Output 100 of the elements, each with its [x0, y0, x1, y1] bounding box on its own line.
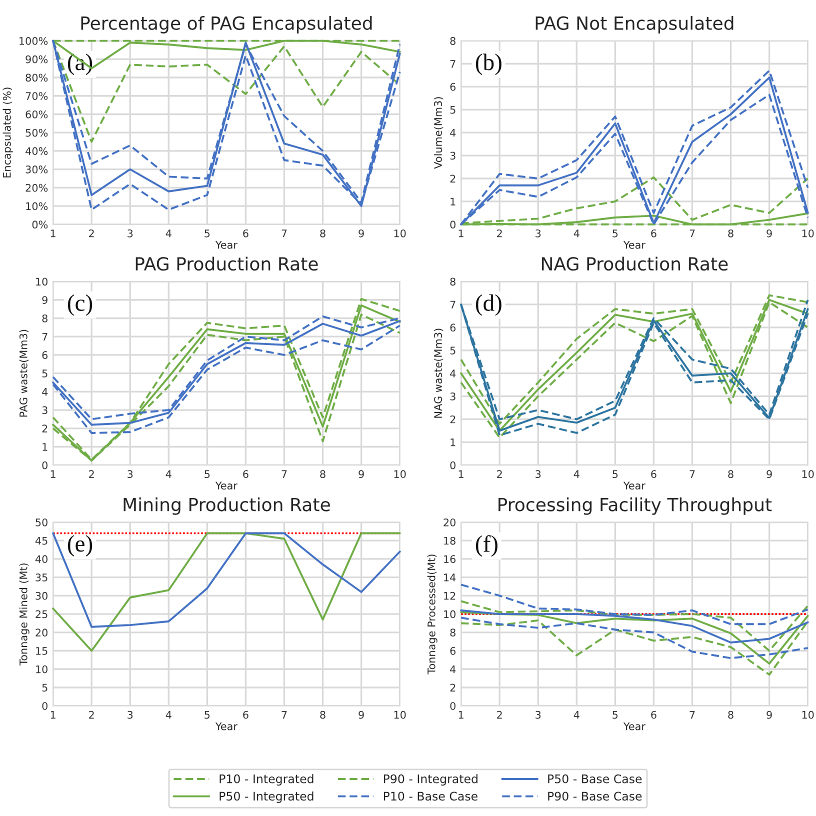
x-tick-label: 6 [243, 229, 248, 238]
y-tick-label: 35 [36, 574, 48, 582]
y-tick-label: 30 [36, 592, 48, 600]
x-tick-label: 4 [574, 711, 580, 719]
x-tick-label: 2 [497, 710, 502, 719]
x-tick-label: 4 [166, 470, 172, 478]
y-tick-label: 60% [26, 110, 48, 118]
x-tick-label: 4 [166, 711, 172, 719]
x-axis-title: Year [215, 241, 238, 249]
x-tick-label: 10 [394, 470, 406, 478]
y-tick-label: 6 [450, 324, 456, 332]
y-tick-label: 1 [42, 443, 48, 451]
y-tick-label: 1 [450, 198, 456, 206]
y-tick-label: 100% [20, 37, 48, 45]
x-tick-label: 3 [128, 229, 133, 238]
y-tick-label: 5 [450, 346, 456, 354]
x-tick-label: 8 [728, 710, 734, 719]
y-tick-label: 0% [32, 220, 48, 229]
annotation: (d) [476, 294, 502, 316]
legend-label: P90 - Integrated [384, 774, 478, 786]
x-tick-label: 9 [766, 710, 772, 719]
y-tick-label: 8 [450, 628, 456, 637]
annotation: (e) [68, 535, 92, 557]
x-tick-label: 4 [166, 230, 172, 238]
y-tick-label: 1 [450, 438, 456, 446]
y-tick-label: 8 [450, 37, 456, 45]
x-axis-title: Year [215, 482, 238, 490]
x-tick-label: 5 [204, 711, 210, 719]
y-tick-label: 3 [42, 406, 48, 414]
x-tick-label: 9 [358, 710, 364, 719]
x-tick-label: 7 [690, 230, 695, 238]
y-tick-label: 2 [450, 174, 456, 182]
x-tick-label: 6 [651, 470, 656, 478]
x-tick-label: 5 [612, 230, 618, 238]
y-tick-label: 4 [450, 128, 456, 137]
chart-title: Percentage of PAG Encapsulated [81, 16, 372, 34]
x-axis-title: Year [623, 482, 646, 490]
x-tick-label: 9 [358, 470, 364, 478]
x-tick-label: 1 [50, 711, 56, 719]
x-tick-label: 6 [243, 710, 248, 719]
y-tick-label: 0 [450, 220, 456, 229]
y-tick-label: 20 [444, 518, 456, 526]
x-tick-label: 1 [50, 470, 56, 478]
chart-title: Mining Production Rate [124, 497, 330, 515]
y-tick-label: 15 [36, 647, 48, 655]
x-tick-label: 10 [394, 229, 406, 238]
y-axis-title: Tonnage Mined (Mt) [19, 563, 30, 666]
x-axis-title: Year [215, 722, 238, 730]
x-tick-label: 7 [282, 711, 287, 719]
x-tick-label: 3 [536, 470, 541, 478]
x-tick-label: 9 [766, 470, 772, 478]
x-tick-label: 8 [320, 470, 326, 478]
x-tick-label: 8 [728, 229, 734, 238]
y-tick-label: 40 [35, 555, 48, 564]
y-axis-title: Volume(Mm3) [434, 97, 444, 169]
legend-label: P50 - Base Case [548, 774, 642, 784]
x-tick-label: 8 [320, 710, 326, 719]
y-tick-label: 4 [42, 388, 48, 396]
chart-title: NAG Production Rate [542, 256, 728, 271]
x-tick-label: 6 [243, 470, 248, 478]
y-tick-label: 0 [42, 702, 48, 710]
chart-title: PAG Production Rate [136, 256, 318, 271]
y-tick-label: 9 [42, 296, 48, 304]
y-tick-label: 4 [450, 370, 456, 378]
y-tick-label: 0 [42, 461, 48, 470]
y-tick-label: 4 [450, 665, 456, 674]
x-tick-label: 3 [536, 229, 541, 238]
x-tick-label: 10 [802, 229, 814, 238]
annotation: (c) [68, 294, 92, 316]
x-axis-title: Year [623, 241, 646, 249]
annotation: (b) [476, 54, 502, 76]
legend-label: P90 - Base Case [548, 792, 642, 801]
y-tick-label: 45 [35, 536, 48, 545]
y-axis-title: PAG waste(Mm3) [19, 330, 29, 417]
y-tick-label: 7 [450, 60, 456, 68]
x-tick-label: 6 [651, 710, 656, 719]
legend-label: P10 - Base Case [384, 792, 478, 801]
y-tick-label: 6 [42, 351, 48, 360]
x-tick-label: 2 [497, 470, 502, 478]
y-tick-label: 0 [450, 702, 456, 710]
y-tick-label: 3 [450, 152, 456, 160]
x-tick-label: 3 [128, 470, 133, 478]
legend-label: P50 - Integrated [220, 792, 314, 803]
y-tick-label: 50% [26, 128, 48, 137]
x-tick-label: 10 [394, 710, 406, 719]
x-tick-label: 1 [458, 470, 464, 478]
y-tick-label: 5 [42, 370, 48, 378]
y-tick-label: 8 [42, 314, 48, 322]
y-tick-label: 2 [450, 415, 456, 424]
x-tick-label: 3 [128, 710, 133, 719]
x-tick-label: 5 [204, 470, 210, 478]
x-tick-label: 9 [358, 229, 364, 238]
x-tick-label: 7 [282, 230, 287, 238]
x-tick-label: 5 [204, 230, 210, 238]
y-tick-label: 16 [444, 555, 456, 564]
y-tick-label: 10 [444, 610, 456, 618]
y-tick-label: 2 [450, 684, 456, 692]
y-tick-label: 5 [450, 106, 456, 114]
y-tick-label: 6 [450, 646, 456, 655]
x-tick-label: 8 [320, 229, 326, 238]
